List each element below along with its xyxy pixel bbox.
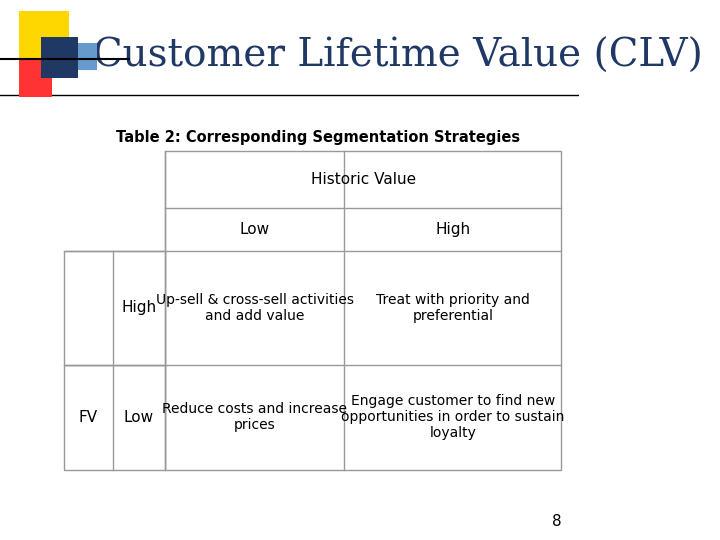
Text: Low: Low — [240, 222, 270, 237]
Text: Customer Lifetime Value (CLV): Customer Lifetime Value (CLV) — [93, 38, 703, 75]
Text: Up-sell & cross-sell activities
and add value: Up-sell & cross-sell activities and add … — [156, 293, 354, 323]
FancyBboxPatch shape — [65, 43, 97, 70]
FancyBboxPatch shape — [63, 364, 165, 470]
Text: Low: Low — [124, 410, 154, 424]
Text: 8: 8 — [552, 514, 562, 529]
Text: High: High — [122, 300, 156, 315]
Text: Reduce costs and increase
prices: Reduce costs and increase prices — [162, 402, 347, 432]
Text: FV: FV — [78, 410, 98, 424]
FancyBboxPatch shape — [42, 37, 78, 78]
FancyBboxPatch shape — [19, 59, 52, 97]
Text: Table 2: Corresponding Segmentation Strategies: Table 2: Corresponding Segmentation Stra… — [116, 130, 520, 145]
FancyBboxPatch shape — [63, 251, 165, 364]
FancyBboxPatch shape — [165, 151, 562, 470]
Text: High: High — [436, 222, 470, 237]
FancyBboxPatch shape — [19, 11, 68, 59]
Text: Engage customer to find new
opportunities in order to sustain
loyalty: Engage customer to find new opportunitie… — [341, 394, 564, 440]
Text: Treat with priority and
preferential: Treat with priority and preferential — [376, 293, 530, 323]
Text: Historic Value: Historic Value — [310, 172, 415, 187]
